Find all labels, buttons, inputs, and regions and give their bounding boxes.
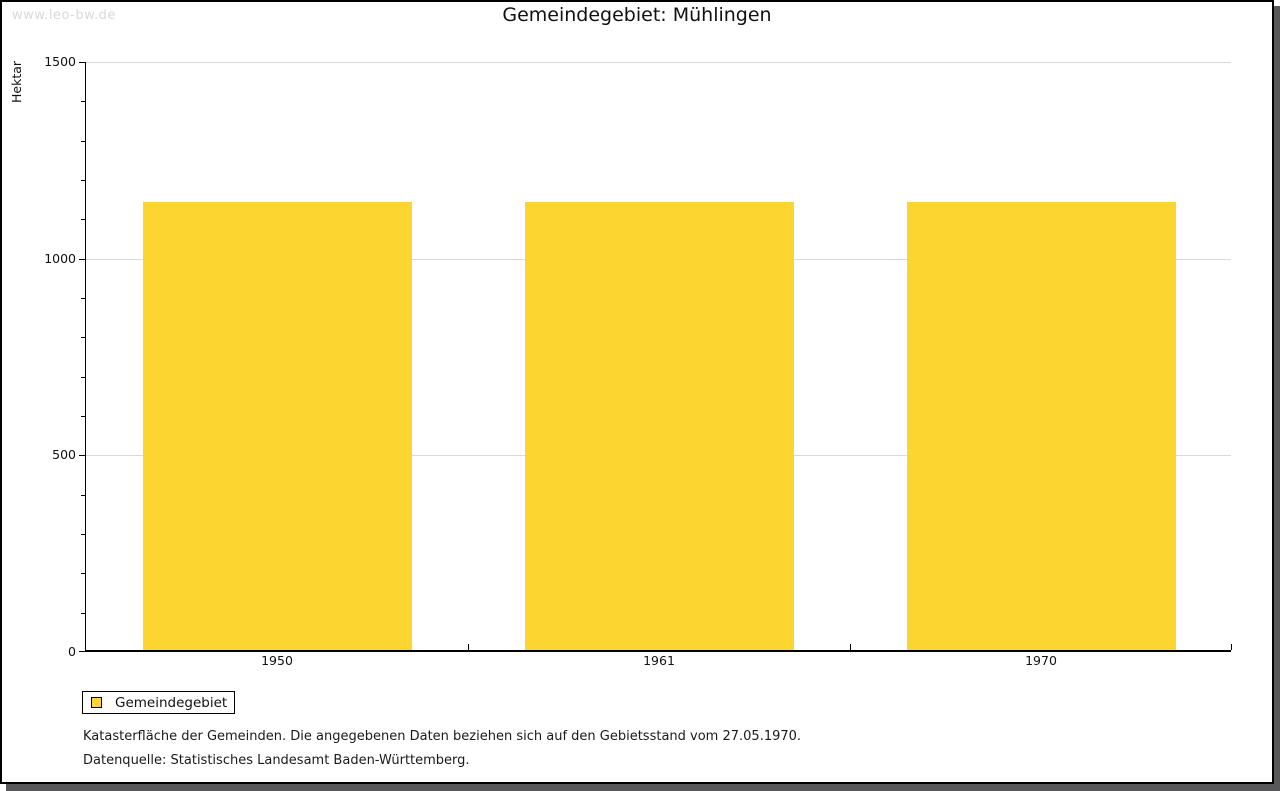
y-tick-1100 xyxy=(81,219,85,220)
y-tick-200 xyxy=(81,573,85,574)
y-tick-300 xyxy=(81,534,85,535)
y-tick-label-1500: 1500 xyxy=(44,54,76,69)
y-tick-800 xyxy=(81,337,85,338)
y-tick-900 xyxy=(81,298,85,299)
bar-1970 xyxy=(907,202,1176,650)
y-tick-1500 xyxy=(79,62,85,63)
watermark-leo-bw: www.leo-bw.de xyxy=(12,8,116,23)
y-tick-400 xyxy=(81,495,85,496)
y-tick-1300 xyxy=(81,141,85,142)
legend-color-swatch-icon xyxy=(91,697,102,708)
y-tick-600 xyxy=(81,416,85,417)
footnote-source-note: Katasterfläche der Gemeinden. Die angege… xyxy=(83,729,802,744)
y-tick-label-1000: 1000 xyxy=(44,251,76,266)
x-label-1970: 1970 xyxy=(1025,653,1057,668)
x-label-1950: 1950 xyxy=(261,653,293,668)
bar-1950 xyxy=(143,202,412,650)
y-tick-1200 xyxy=(81,180,85,181)
y-tick-500 xyxy=(79,455,85,456)
y-tick-100 xyxy=(81,613,85,614)
y-tick-700 xyxy=(81,377,85,378)
y-tick-label-500: 500 xyxy=(52,447,76,462)
gridline-y-1500 xyxy=(86,62,1231,63)
x-tick-2 xyxy=(850,644,851,650)
x-tick-3 xyxy=(1231,644,1232,650)
y-tick-0 xyxy=(79,651,85,652)
x-label-1961: 1961 xyxy=(643,653,675,668)
y-tick-label-0: 0 xyxy=(68,644,76,659)
bar-1961 xyxy=(525,202,794,650)
y-tick-1400 xyxy=(81,101,85,102)
plot-area: 0 500 1000 1500 1950 1961 1970 xyxy=(44,54,1232,668)
chart-title: Gemeindegebiet: Mühlingen xyxy=(502,4,772,26)
legend-label: Gemeindegebiet xyxy=(115,694,228,711)
legend: Gemeindegebiet xyxy=(82,691,235,714)
y-tick-1000 xyxy=(79,259,85,260)
x-tick-1 xyxy=(468,644,469,650)
footnote-data-source: Datenquelle: Statistisches Landesamt Bad… xyxy=(83,753,470,768)
